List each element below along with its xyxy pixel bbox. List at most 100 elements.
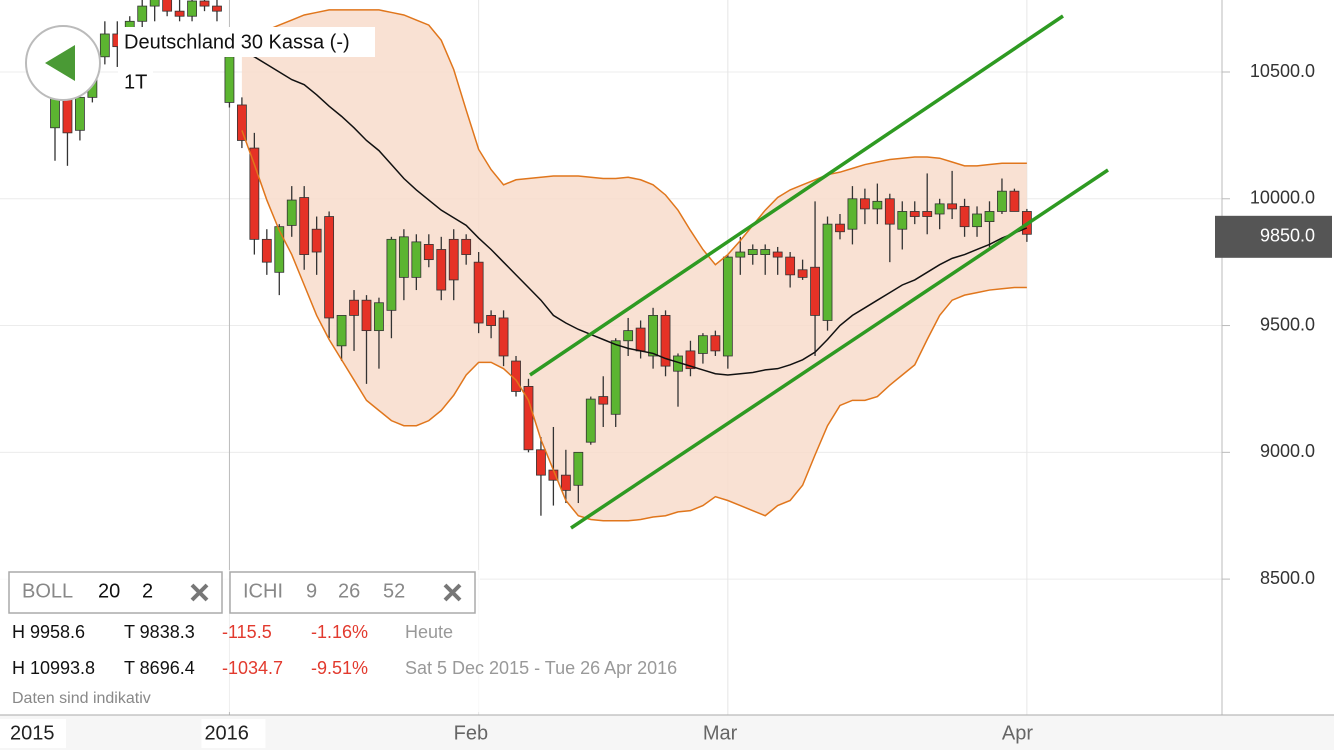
candle-body [722, 256, 733, 357]
indicator-box[interactable] [8, 571, 223, 614]
candle-body [274, 226, 285, 273]
candle-body [698, 335, 708, 354]
candle-body [149, 0, 160, 7]
candle-body [386, 238, 397, 311]
candle-body [473, 261, 484, 324]
candle-body [411, 241, 422, 278]
stat: H 10993.8 [12, 658, 95, 678]
current-price-label: 9850.0 [1260, 226, 1315, 246]
indicator-param: 9 [306, 580, 317, 602]
remove-icon[interactable] [443, 583, 462, 602]
candle-body [934, 203, 945, 215]
candle-body [835, 223, 845, 233]
candle-body [884, 198, 895, 225]
candle-body [623, 330, 634, 342]
candle-body [224, 56, 235, 103]
candle-body [909, 211, 920, 217]
stats: H 9958.6 T 9838.3 -115.5 -1.16% Heute H 10993… [12, 622, 677, 678]
stat: -115.5 [222, 622, 272, 642]
indicator-name: BOLL [22, 580, 73, 602]
x-tick-label: 2016 [204, 722, 249, 744]
candle-body [311, 228, 322, 253]
indicator-name: ICHI [243, 580, 283, 602]
stat: Heute [405, 622, 453, 642]
candle-body [822, 223, 833, 321]
candle-body [436, 249, 447, 291]
candle-body [174, 10, 185, 17]
y-tick-label: 8500.0 [1260, 568, 1315, 588]
overlay-line [241, 9, 1027, 266]
indicator-param: 2 [142, 580, 153, 602]
candle-body [299, 197, 310, 255]
stat: -1034.7 [222, 658, 283, 678]
back-arrow[interactable] [45, 45, 75, 81]
candle-body [772, 251, 783, 258]
candle-body [99, 33, 110, 58]
y-axis: 8500.0 9000.0 9500.0 10000.0 10500.0 9850.0 [1215, 61, 1332, 588]
candle-body [324, 216, 335, 319]
remove-icon[interactable] [190, 583, 209, 602]
back-button[interactable] [25, 25, 101, 101]
label-box [201, 719, 266, 748]
x-tick-label: Mar [703, 722, 738, 744]
label-box [0, 719, 66, 748]
candle-body [797, 269, 808, 278]
candle-body [598, 396, 609, 405]
stat: Sat 5 Dec 2015 - Tue 26 Apr 2016 [405, 658, 677, 678]
candle-body [1009, 190, 1020, 212]
plot-area [50, 0, 1032, 522]
candle-body [648, 315, 658, 357]
candle-body [760, 249, 771, 255]
candle-body [573, 451, 584, 486]
overlay-line [241, 49, 1028, 376]
candle-body [710, 335, 721, 352]
trend-line [529, 14, 1064, 377]
candle-body [536, 449, 546, 476]
y-tick-label: 9000.0 [1260, 441, 1315, 461]
candle-body [860, 198, 870, 210]
candle-body [872, 200, 883, 210]
candle-body [162, 0, 173, 12]
candle-body [62, 96, 73, 134]
candle-body [660, 315, 671, 367]
x-tick-label: Apr [1002, 722, 1033, 744]
trend-line [570, 168, 1109, 530]
candle-body [785, 256, 796, 276]
candle-body [922, 211, 933, 217]
stat: T 9838.3 [124, 622, 195, 642]
y-tick-label: 10000.0 [1250, 188, 1315, 208]
stat: -1.16% [311, 622, 368, 642]
candle-body [398, 236, 409, 278]
candle-body [236, 104, 247, 141]
candle-body [735, 251, 746, 258]
title-box [118, 27, 375, 57]
candle-body [423, 244, 434, 261]
candle-body [374, 302, 384, 332]
y-tick-label: 9500.0 [1260, 314, 1315, 334]
overlay-line [241, 130, 1027, 522]
instrument-title: Deutschland 30 Kassa (-) [124, 31, 350, 53]
candle-body [249, 147, 260, 240]
indicator-box[interactable] [229, 571, 476, 614]
y-tick-label: 10500.0 [1250, 61, 1315, 81]
indicator-ichi[interactable]: ICHI 9 26 52 [229, 571, 476, 614]
stat: T 8696.4 [124, 658, 195, 678]
indicator-boll[interactable]: BOLL 20 2 [8, 571, 223, 614]
indicator-param: 26 [338, 580, 360, 602]
candle-body [947, 203, 958, 210]
x-left-label: 2015 [10, 722, 55, 744]
candle-body [212, 5, 222, 12]
candle-body [984, 211, 995, 222]
candle-body [897, 211, 908, 230]
candle-body [685, 350, 696, 370]
x-axis-bar [0, 715, 1334, 750]
indicator-param: 52 [383, 580, 405, 602]
candle-body [187, 0, 197, 17]
candle-body [972, 213, 982, 228]
candle-body [747, 249, 758, 255]
candle-body [523, 386, 534, 451]
candle-body [286, 199, 297, 226]
band-fill [241, 9, 1027, 521]
candle-body [75, 96, 85, 131]
